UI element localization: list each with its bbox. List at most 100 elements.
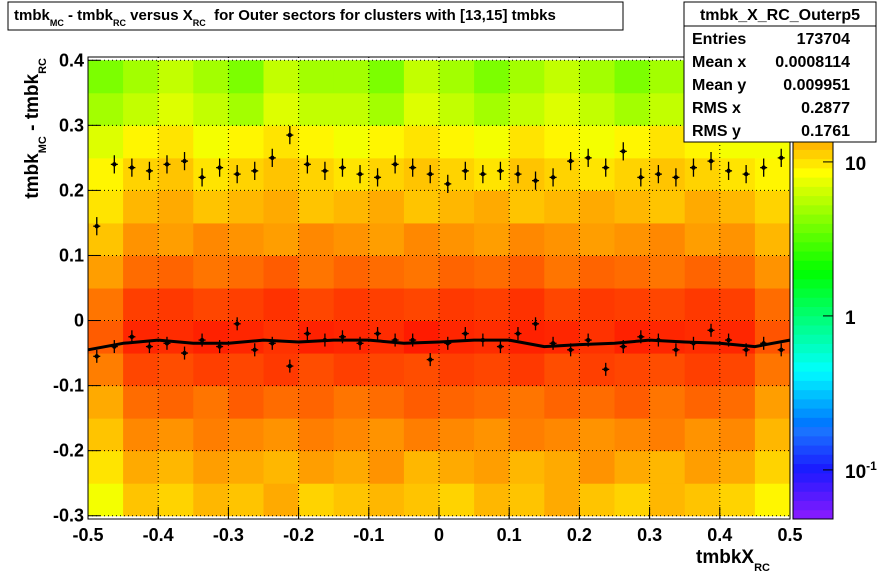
heatmap-cell xyxy=(158,483,194,517)
heatmap-cell xyxy=(368,255,405,289)
error-point xyxy=(584,148,592,167)
error-point xyxy=(426,353,434,367)
text-part: versus X xyxy=(126,7,193,24)
text-part: tmbk xyxy=(22,153,43,199)
heatmap-cell xyxy=(544,483,580,517)
error-point xyxy=(461,327,469,341)
stats-label: RMS y xyxy=(692,123,741,140)
heatmap-cell xyxy=(649,385,686,419)
heatmap-cell xyxy=(123,385,159,419)
marker xyxy=(568,347,573,353)
heatmap-cell xyxy=(649,353,686,387)
subscript: RC xyxy=(37,58,49,74)
heatmap-cell xyxy=(88,125,124,159)
heatmap-cell xyxy=(614,60,651,94)
error-point xyxy=(426,165,434,184)
heatmap-cell xyxy=(579,320,615,354)
palette-step xyxy=(793,297,833,307)
heatmap-cell xyxy=(228,320,264,354)
stats-label: Entries xyxy=(692,31,746,48)
heatmap-cell xyxy=(333,288,370,322)
marker xyxy=(94,223,99,229)
heatmap-cell xyxy=(298,255,335,289)
heatmap-cell xyxy=(263,450,300,484)
heatmap-cell xyxy=(649,450,686,484)
error-point xyxy=(689,158,697,177)
heatmap-cell xyxy=(754,255,791,289)
heatmap-cell xyxy=(158,125,194,159)
heatmap-cell xyxy=(193,450,229,484)
heatmap-cell xyxy=(193,483,229,517)
heatmap-cell xyxy=(684,450,721,484)
marker xyxy=(182,350,187,356)
marker xyxy=(761,165,766,170)
marker xyxy=(691,165,696,170)
palette-step xyxy=(793,214,833,224)
heatmap-cell xyxy=(298,320,335,354)
marker xyxy=(743,171,749,177)
heatmap-cell xyxy=(439,92,475,126)
heatmap-cell xyxy=(719,190,756,224)
heatmap-cell xyxy=(544,320,580,354)
heatmap-cell xyxy=(439,125,475,159)
heatmap-cell xyxy=(474,288,510,322)
palette-step xyxy=(793,408,833,418)
z-tick-text: 10 xyxy=(845,462,866,483)
heatmap-cell xyxy=(123,418,159,452)
heatmap-cell xyxy=(158,60,194,94)
heatmap-cell xyxy=(298,385,335,419)
heatmap-cell xyxy=(544,353,580,387)
marker xyxy=(515,331,521,336)
heatmap-cell xyxy=(684,418,721,452)
error-point xyxy=(742,165,750,184)
palette-step xyxy=(793,177,833,187)
marker xyxy=(638,334,644,340)
heatmap-cell xyxy=(298,418,335,452)
heatmap-cell xyxy=(403,125,440,159)
x-tick-label: 0.4 xyxy=(707,525,732,545)
palette-step xyxy=(793,278,833,289)
heatmap-cell xyxy=(719,450,756,484)
marker xyxy=(568,158,573,164)
error-point xyxy=(479,165,487,184)
heatmap-cell xyxy=(684,190,721,224)
heatmap-cell xyxy=(333,157,370,191)
heatmap-cell xyxy=(88,190,124,224)
heatmap-cell xyxy=(614,450,651,484)
heatmap-cell xyxy=(298,92,335,126)
marker xyxy=(638,175,644,180)
heatmap-cell xyxy=(439,320,475,354)
marker xyxy=(112,162,117,167)
marker xyxy=(287,363,293,369)
label: tmbkMC - tmbkRC versus XRC for Outer sec… xyxy=(14,7,556,28)
heatmap-cell xyxy=(439,288,475,322)
error-point xyxy=(654,165,662,184)
marker xyxy=(603,165,608,170)
heatmap-cell xyxy=(754,418,791,452)
heatmap-cell xyxy=(684,385,721,419)
palette-step xyxy=(793,398,833,409)
palette-step xyxy=(793,500,833,511)
x-tick-label: 0.2 xyxy=(567,525,592,545)
error-point xyxy=(251,343,259,357)
error-point xyxy=(707,323,715,337)
heatmap-cell xyxy=(544,190,580,224)
heatmap-cell xyxy=(474,60,510,94)
heatmap-cell xyxy=(123,222,159,256)
heatmap-cell xyxy=(333,450,370,484)
heatmap-cell xyxy=(88,418,124,452)
heatmap-cell xyxy=(509,222,545,256)
heatmap-cell xyxy=(123,157,159,191)
subscript: MC xyxy=(37,136,49,153)
stats-value: 173704 xyxy=(797,31,850,48)
palette-step xyxy=(793,315,833,326)
error-point xyxy=(338,158,346,177)
marker xyxy=(726,337,731,343)
heatmap-cell xyxy=(228,385,264,419)
marker xyxy=(498,168,503,174)
heatmap-cell xyxy=(228,222,264,256)
marker xyxy=(252,168,257,174)
heatmap-cell xyxy=(88,255,124,289)
error-point xyxy=(110,155,118,174)
heatmap-cell xyxy=(263,125,300,159)
